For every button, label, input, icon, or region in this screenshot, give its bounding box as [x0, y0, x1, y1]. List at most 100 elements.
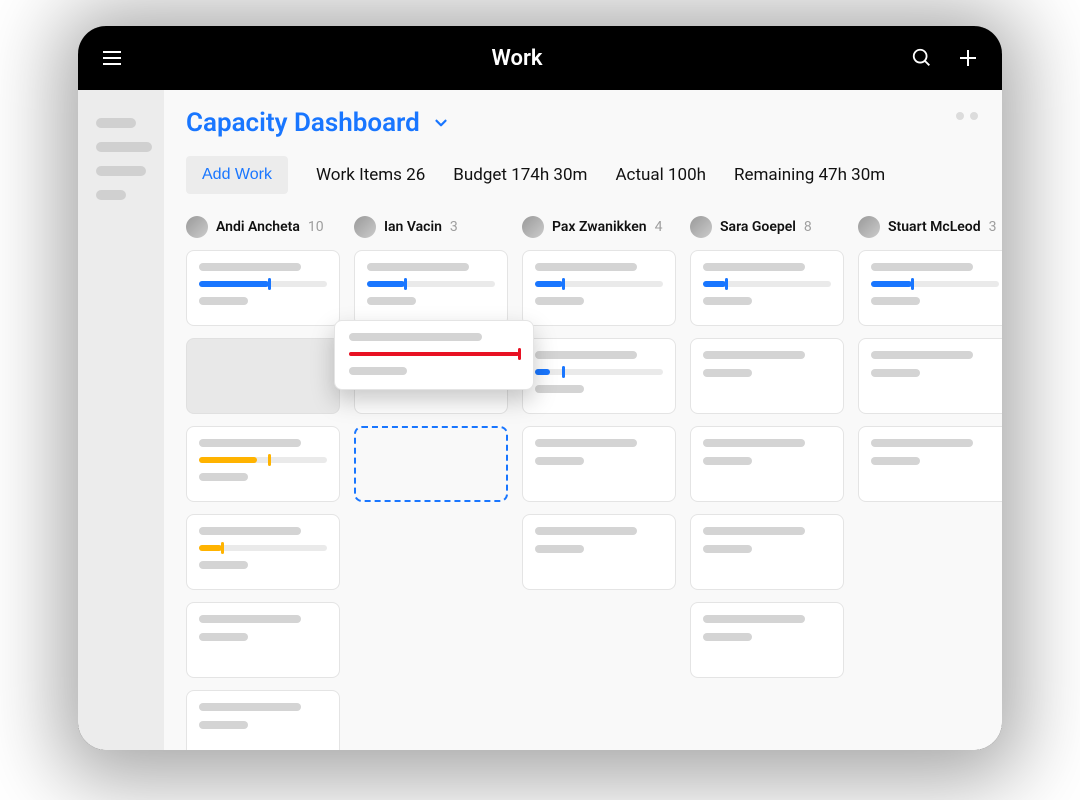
work-card[interactable] [858, 426, 1002, 502]
card-sub-placeholder [703, 369, 752, 377]
card-title-placeholder [535, 351, 637, 359]
work-card[interactable] [690, 602, 844, 678]
card-title-placeholder [871, 263, 973, 271]
user-avatar [690, 216, 712, 238]
stat-value: 47h 30m [818, 165, 885, 185]
progress-tick [518, 348, 521, 360]
menu-button[interactable] [100, 46, 124, 70]
card-title-placeholder [703, 615, 805, 623]
progress-fill [535, 281, 563, 287]
work-card[interactable] [690, 426, 844, 502]
card-title-placeholder [535, 263, 637, 271]
card-title-placeholder [199, 703, 301, 711]
stat-work-items: Work Items 26 [316, 165, 425, 185]
progress-fill [199, 457, 257, 463]
search-button[interactable] [910, 46, 934, 70]
chevron-down-icon [432, 114, 450, 132]
card-progress [535, 369, 663, 375]
card-sub-placeholder [703, 633, 752, 641]
card-title-placeholder [199, 439, 301, 447]
card-progress [871, 281, 999, 287]
kanban-column: Sara Goepel8 [690, 216, 844, 750]
progress-fill [535, 369, 550, 375]
user-avatar [522, 216, 544, 238]
sidebar-placeholder [96, 142, 152, 152]
progress-tick [404, 278, 407, 290]
card-sub-placeholder [703, 545, 752, 553]
work-card[interactable] [522, 338, 676, 414]
kanban-column: Andi Ancheta10 [186, 216, 340, 750]
stat-actual: Actual 100h [615, 165, 706, 185]
work-card[interactable] [186, 514, 340, 590]
stat-remaining: Remaining 47h 30m [734, 165, 885, 185]
card-sub-placeholder [703, 457, 752, 465]
work-card[interactable] [354, 250, 508, 326]
work-card[interactable] [858, 338, 1002, 414]
work-card[interactable] [186, 338, 340, 414]
work-card[interactable] [186, 426, 340, 502]
card-sub-placeholder [535, 457, 584, 465]
column-header[interactable]: Pax Zwanikken4 [522, 216, 676, 238]
progress-tick [911, 278, 914, 290]
progress-fill [703, 281, 726, 287]
card-sub-placeholder [349, 367, 407, 375]
card-sub-placeholder [871, 369, 920, 377]
card-title-placeholder [703, 351, 805, 359]
work-card[interactable] [858, 250, 1002, 326]
card-sub-placeholder [535, 545, 584, 553]
sidebar-placeholder [96, 190, 126, 200]
work-card[interactable] [690, 250, 844, 326]
card-title-placeholder [349, 333, 482, 341]
card-sub-placeholder [535, 385, 584, 393]
card-title-placeholder [199, 615, 301, 623]
dropzone[interactable] [354, 426, 508, 502]
card-title-placeholder [871, 351, 973, 359]
user-avatar [354, 216, 376, 238]
column-header[interactable]: Andi Ancheta10 [186, 216, 340, 238]
column-header[interactable]: Stuart McLeod3 [858, 216, 1002, 238]
progress-fill [199, 281, 269, 287]
card-sub-placeholder [871, 457, 920, 465]
card-sub-placeholder [535, 297, 584, 305]
column-count: 3 [450, 219, 458, 235]
work-card[interactable] [186, 690, 340, 750]
add-button[interactable] [956, 46, 980, 70]
work-card[interactable] [690, 338, 844, 414]
plus-icon [956, 46, 980, 70]
column-header[interactable]: Sara Goepel8 [690, 216, 844, 238]
dragging-card[interactable] [334, 320, 534, 390]
work-card[interactable] [690, 514, 844, 590]
work-card[interactable] [522, 250, 676, 326]
stat-label: Work Items [316, 165, 402, 185]
page-title-row[interactable]: Capacity Dashboard [186, 108, 1002, 138]
column-header[interactable]: Ian Vacin3 [354, 216, 508, 238]
kanban-board: Andi Ancheta10 Ian Vacin3 Pax Zwanikken4 Sa… [186, 216, 1002, 750]
card-progress [199, 545, 327, 551]
overflow-dots[interactable] [956, 112, 978, 120]
kanban-column: Stuart McLeod3 [858, 216, 1002, 750]
work-card[interactable] [522, 514, 676, 590]
card-sub-placeholder [367, 297, 416, 305]
card-title-placeholder [703, 527, 805, 535]
card-sub-placeholder [199, 721, 248, 729]
column-name: Pax Zwanikken [552, 219, 647, 235]
card-sub-placeholder [199, 473, 248, 481]
work-card[interactable] [186, 250, 340, 326]
column-count: 3 [989, 219, 997, 235]
progress-tick [221, 542, 224, 554]
stat-budget: Budget 174h 30m [453, 165, 587, 185]
card-title-placeholder [871, 439, 973, 447]
card-title-placeholder [367, 263, 469, 271]
progress-tick [562, 366, 565, 378]
work-card[interactable] [186, 602, 340, 678]
user-avatar [186, 216, 208, 238]
stat-value: 26 [406, 165, 425, 185]
progress-fill [349, 352, 519, 356]
add-work-button[interactable]: Add Work [186, 156, 288, 194]
work-card[interactable] [522, 426, 676, 502]
card-progress [535, 281, 663, 287]
topbar-title: Work [492, 46, 543, 71]
stat-label: Remaining [734, 165, 814, 185]
card-progress [703, 281, 831, 287]
stat-label: Actual [615, 165, 663, 185]
